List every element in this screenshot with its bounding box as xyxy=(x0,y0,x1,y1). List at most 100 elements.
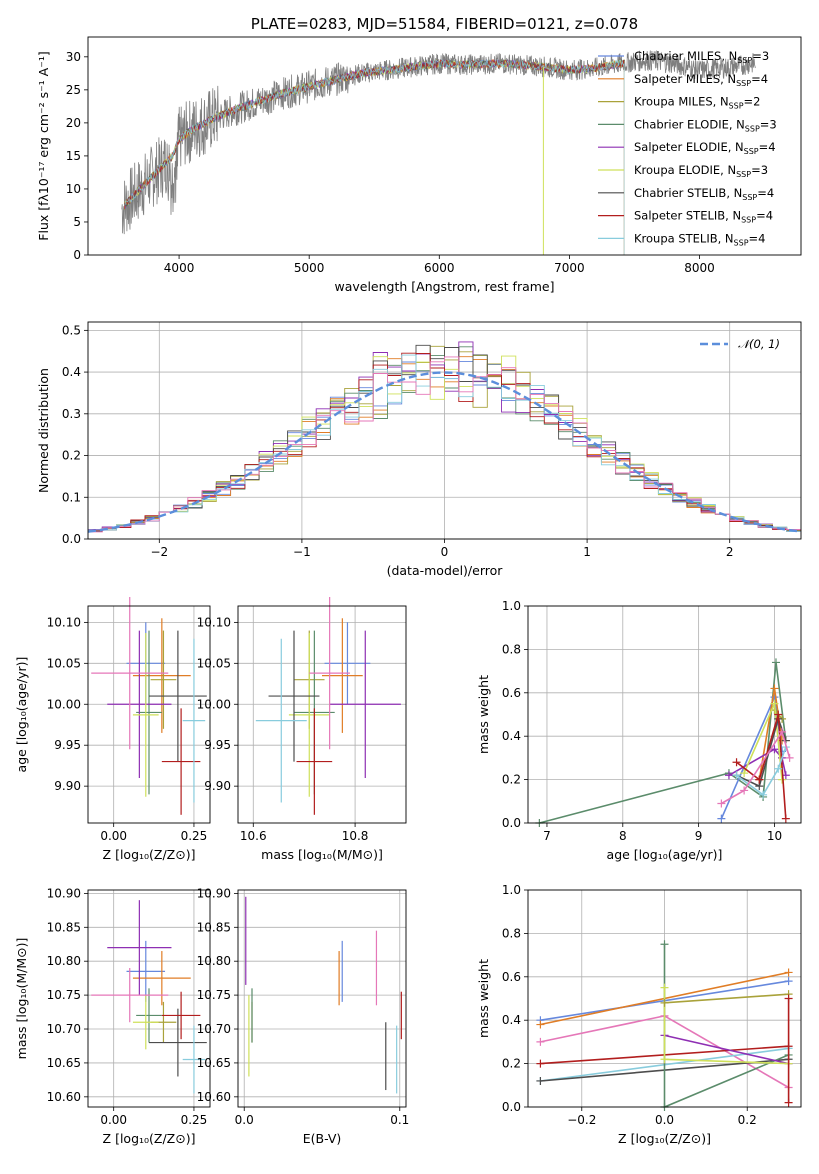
spectrum-legend: Chabrier MILES, NSSP=3 Salpeter MILES, NS… xyxy=(598,49,777,247)
errorbar-point-c_stelib xyxy=(149,630,207,762)
weight-marker xyxy=(774,764,783,773)
legend-sub: SSP xyxy=(744,147,759,156)
legend-entry: Salpeter STELIB, NSSP=4 xyxy=(634,209,773,225)
x-tick-label: 2 xyxy=(726,545,734,559)
x-tick-label: 0.2 xyxy=(738,1113,757,1127)
weight_vs_age-axes: 7 8 9 10 0.0 0.2 0.4 0.6 0.8 1.0 xyxy=(502,599,801,843)
weight-marker xyxy=(781,814,790,823)
age_vs_mass-axes: 10.6 10.8 9.90 9.95 10.00 10.05 10.10 xyxy=(197,606,406,843)
x-tick-label: 7 xyxy=(543,829,551,843)
y-tick-label: 9.90 xyxy=(204,779,231,793)
legend-sub: SSP xyxy=(729,102,744,111)
weight-marker xyxy=(732,771,741,780)
y-tick-label: 10.65 xyxy=(197,1056,231,1070)
weight-marker xyxy=(660,998,669,1007)
y-tick-label: 0.8 xyxy=(502,642,521,656)
weight_vs_age-ylabel: mass weight xyxy=(476,675,491,754)
weight-marker xyxy=(770,745,779,754)
weight-marker xyxy=(740,786,749,795)
x-tick-label: 0.25 xyxy=(181,1113,208,1127)
weight-line-k_stelib xyxy=(736,746,787,796)
y-tick-label: 0.2 xyxy=(502,1057,521,1071)
weight-line-c_miles xyxy=(720,694,783,820)
x-tick-label: 0.0 xyxy=(235,1113,254,1127)
weight-marker xyxy=(536,1020,545,1029)
y-tick-label: 15 xyxy=(66,149,81,163)
x-tick-label: 8000 xyxy=(684,261,715,275)
x-tick-label: 5000 xyxy=(294,261,325,275)
spectrum-xlabel: wavelength [Angstrom, rest frame] xyxy=(334,279,554,294)
weight-line-s_stelib xyxy=(736,714,787,819)
legend-entry: Kroupa ELODIE, NSSP=3 xyxy=(634,163,768,179)
y-tick-label: 10.80 xyxy=(197,954,231,968)
age_vs_mass-xlabel: mass [log₁₀(M/M⊙)] xyxy=(261,847,383,862)
weight-marker xyxy=(724,771,733,780)
errorbar-point-s_elodie xyxy=(329,630,401,778)
errorbar-point-s_stelib xyxy=(296,708,333,815)
weight_vs_Z-xlabel: Z [log₁₀(Z/Z⊙)] xyxy=(618,1131,711,1146)
y-tick-label: 10.05 xyxy=(197,656,231,670)
x-tick-label: 8 xyxy=(619,829,627,843)
normal-legend-label: 𝒩(0, 1) xyxy=(738,337,780,351)
weight-marker xyxy=(732,758,741,767)
weight-marker xyxy=(770,699,779,708)
weight_vs_Z-ylabel: mass weight xyxy=(476,959,491,1038)
legend-sub: SSP xyxy=(742,193,757,202)
age_vs_Z-frame xyxy=(87,605,211,824)
legend-label: Salpeter ELODIE, N xyxy=(634,140,744,154)
errorbar-point-k_miles xyxy=(150,630,177,729)
x-tick-label: 7000 xyxy=(554,261,585,275)
legend-label: Kroupa STELIB, N xyxy=(634,231,734,245)
legend-tail: =3 xyxy=(760,117,777,131)
weight-line-k_miles xyxy=(664,993,789,1004)
weight-line-s_elodie xyxy=(728,748,787,776)
y-tick-label: 10.70 xyxy=(197,1022,231,1036)
weight-marker xyxy=(536,1059,545,1068)
errorbar-point-s_miles xyxy=(132,618,191,733)
legend-label: Chabrier STELIB, N xyxy=(634,186,742,200)
y-tick-label: 9.90 xyxy=(54,779,81,793)
legend-entry: Chabrier MILES, NSSP=3 xyxy=(634,49,769,65)
y-tick-label: 0.1 xyxy=(62,490,81,504)
y-tick-label: 0.5 xyxy=(62,323,81,337)
y-tick-label: 0.4 xyxy=(502,729,521,743)
residuals-xlabel: (data-model)/error xyxy=(387,563,504,578)
mass_vs_Z-frame xyxy=(87,889,211,1108)
legend-tail: =4 xyxy=(751,72,768,86)
normal-curve xyxy=(88,371,801,533)
y-tick-label: 0 xyxy=(73,248,81,262)
y-tick-label: 10.85 xyxy=(47,920,81,934)
y-tick-label: 10.75 xyxy=(47,988,81,1002)
x-tick-label: −1 xyxy=(293,545,311,559)
weight-line-pink xyxy=(721,729,791,805)
legend-entry: Salpeter MILES, NSSP=4 xyxy=(634,72,768,88)
y-tick-label: 10.00 xyxy=(197,697,231,711)
weight-line-c_elodie xyxy=(539,662,787,824)
legend-entry: Chabrier STELIB, NSSP=4 xyxy=(634,186,774,202)
y-tick-label: 10.85 xyxy=(197,920,231,934)
errorbar-point-s_miles xyxy=(322,618,363,733)
legend-entry: Salpeter ELODIE, NSSP=4 xyxy=(634,140,776,156)
y-tick-label: 10 xyxy=(66,182,81,196)
weight_vs_Z-frame xyxy=(527,889,802,1108)
weight-marker xyxy=(660,983,669,992)
y-tick-label: 9.95 xyxy=(204,738,231,752)
y-tick-label: 0.0 xyxy=(502,816,521,830)
errorbar-point-pink xyxy=(309,596,350,750)
weight_vs_age-frame xyxy=(527,605,802,824)
y-tick-label: 30 xyxy=(66,50,81,64)
weight-marker xyxy=(660,1055,669,1064)
errorbar-point-c_miles xyxy=(126,940,166,1002)
weight-line-c_elodie xyxy=(663,944,789,1109)
y-tick-label: 10.10 xyxy=(47,615,81,629)
y-tick-label: 0.6 xyxy=(502,686,521,700)
y-tick-label: 10.60 xyxy=(197,1090,231,1104)
legend-tail: =4 xyxy=(757,186,774,200)
residuals-axes: −2 −1 0 1 2 0.0 0.1 0.2 0.3 0.4 0.5 xyxy=(62,322,801,559)
x-tick-label: 4000 xyxy=(164,261,195,275)
errorbar-point-k_elodie xyxy=(132,633,159,797)
y-tick-label: 10.70 xyxy=(47,1022,81,1036)
legend-sub: SSP xyxy=(737,56,752,65)
y-tick-label: 1.0 xyxy=(502,883,521,897)
x-tick-label: 1 xyxy=(583,545,591,559)
